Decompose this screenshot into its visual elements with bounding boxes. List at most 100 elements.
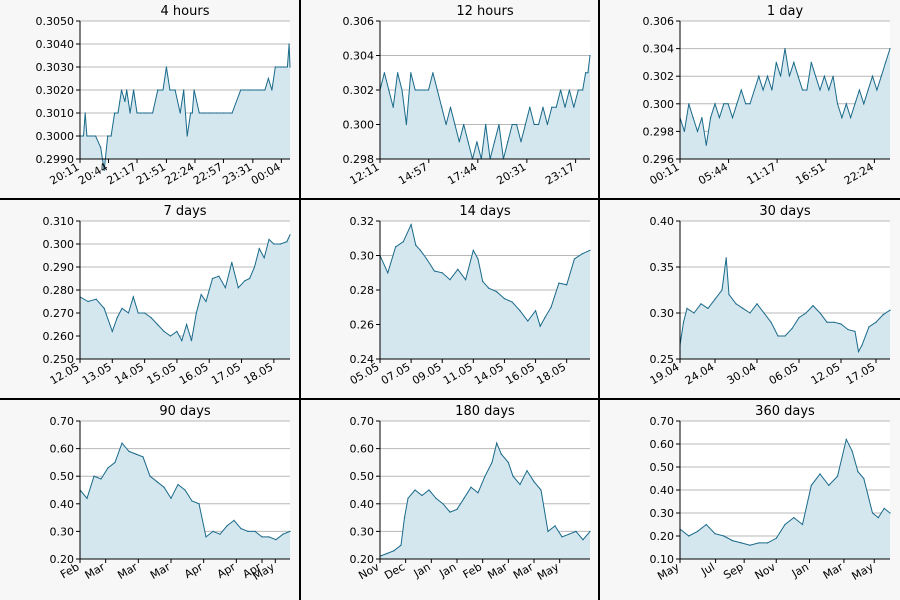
data-point	[95, 298, 97, 300]
data-point	[851, 450, 853, 452]
data-point	[121, 307, 123, 309]
data-point	[507, 141, 509, 143]
x-tick-label: 22:24	[842, 160, 876, 187]
x-tick-label: Nov	[753, 560, 779, 582]
x-tick-label: 05:44	[696, 160, 730, 187]
data-point	[854, 103, 856, 105]
chart-svg: 4 hours 0.2990 0.3000 0.3010 0.3020 0.3030 0.3…	[36, 4, 291, 187]
x-tick-label: 11:17	[745, 160, 779, 187]
series-area	[380, 224, 590, 359]
data-point	[103, 169, 105, 172]
data-point	[861, 344, 863, 346]
data-point	[137, 312, 139, 314]
panel-divider-vertical	[598, 0, 600, 600]
series-area	[680, 48, 890, 159]
x-tick-label: May	[850, 560, 877, 583]
data-point	[253, 266, 256, 268]
data-point	[700, 303, 702, 305]
data-point	[134, 100, 136, 103]
data-point	[193, 89, 195, 91]
data-point	[177, 483, 179, 486]
data-point	[415, 244, 417, 246]
data-point	[714, 533, 716, 535]
data-point	[573, 106, 575, 108]
data-point	[111, 330, 113, 332]
data-point	[723, 535, 725, 537]
data-point	[103, 307, 105, 309]
x-tick-label: 14.05	[472, 360, 506, 387]
data-point	[498, 123, 500, 126]
data-point	[423, 89, 425, 91]
data-point	[288, 43, 290, 45]
x-tick-label: 16.05	[503, 360, 537, 387]
data-point	[414, 89, 416, 91]
data-point	[745, 103, 747, 105]
series-area	[80, 234, 290, 359]
chart-title: 90 days	[159, 404, 211, 419]
y-tick-label: 0.60	[50, 443, 75, 456]
data-point	[564, 106, 566, 108]
data-point	[181, 340, 183, 342]
y-tick-label: 0.306	[343, 15, 375, 28]
data-point	[394, 246, 397, 248]
data-point	[165, 66, 168, 68]
y-tick-label: 0.20	[650, 530, 675, 543]
data-point	[693, 312, 695, 314]
data-point	[725, 257, 727, 259]
series-area	[380, 443, 590, 559]
y-tick-label: 0.40	[350, 498, 375, 511]
chart-title: 14 days	[459, 204, 511, 219]
panel-divider-horizontal	[0, 398, 900, 400]
data-point	[527, 320, 529, 322]
data-point	[775, 61, 777, 64]
data-point	[222, 112, 225, 114]
data-point	[113, 112, 116, 114]
data-point	[261, 536, 263, 538]
data-point	[561, 536, 563, 538]
data-point	[731, 117, 734, 119]
data-point	[766, 75, 769, 77]
data-point	[163, 486, 165, 488]
chart-title: 1 day	[767, 4, 804, 19]
x-tick-label: Mar	[148, 560, 173, 582]
chart-panel-4-hours: 4 hours 0.2990 0.3000 0.3010 0.3020 0.3030 0.3…	[0, 0, 300, 200]
data-point	[271, 89, 273, 91]
data-point	[540, 489, 542, 491]
x-tick-label: 00:04	[249, 160, 283, 187]
data-point	[110, 135, 112, 137]
data-point	[144, 312, 146, 314]
data-point	[107, 135, 109, 137]
panel-divider-horizontal	[0, 198, 900, 200]
x-tick-label: Apr	[182, 560, 205, 581]
data-point	[863, 477, 865, 480]
data-point	[139, 112, 142, 114]
data-point	[577, 89, 579, 91]
data-point	[868, 326, 870, 328]
data-point	[463, 123, 465, 126]
x-tick-label: 22:24	[162, 160, 196, 187]
data-point	[454, 123, 456, 126]
data-point	[231, 261, 233, 263]
x-tick-label: May	[535, 560, 562, 583]
data-point	[589, 54, 591, 57]
data-point	[86, 135, 88, 137]
data-point	[784, 335, 786, 337]
data-point	[129, 112, 131, 114]
data-point	[419, 89, 421, 91]
data-point	[503, 298, 506, 300]
data-point	[484, 475, 486, 477]
x-tick-label: Mar	[83, 560, 108, 582]
data-point	[788, 75, 790, 77]
x-tick-label: Mar	[485, 560, 510, 582]
data-point	[519, 310, 521, 312]
data-point	[801, 523, 804, 526]
data-point	[526, 470, 528, 472]
data-point	[871, 75, 874, 77]
data-point	[268, 536, 270, 538]
data-point	[282, 533, 284, 535]
data-point	[784, 523, 786, 526]
y-tick-label: 0.302	[343, 84, 375, 97]
data-point	[812, 305, 814, 307]
x-tick-label: 17.05	[209, 360, 243, 387]
